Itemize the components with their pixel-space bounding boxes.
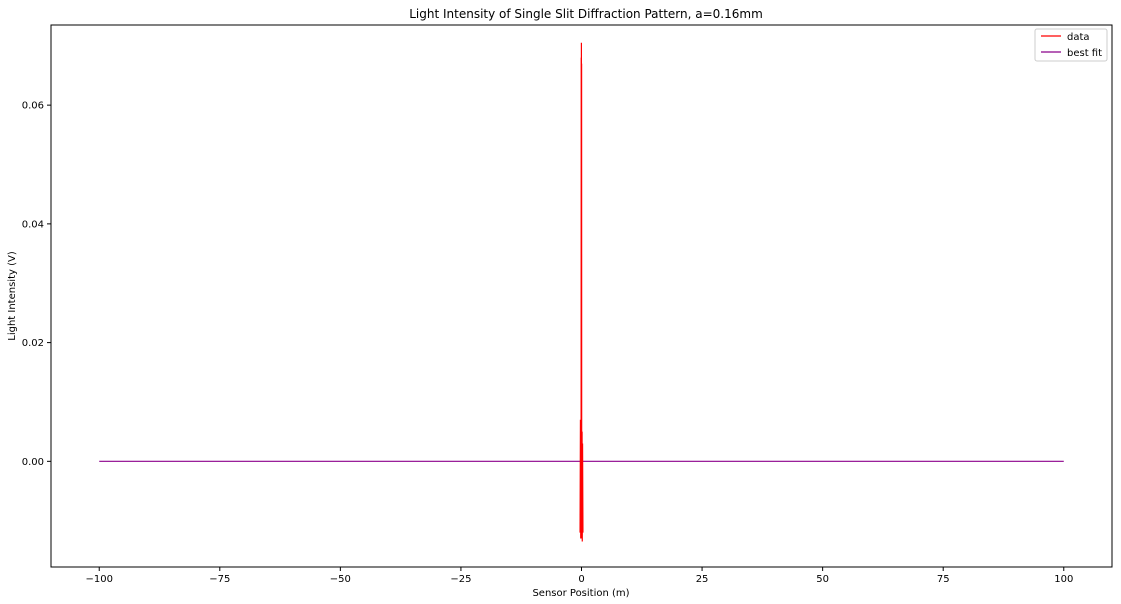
x-tick-label: −50: [330, 574, 351, 585]
y-tick-label: 0.04: [22, 219, 44, 230]
legend-label-data: data: [1067, 32, 1090, 43]
x-tick-label: 25: [696, 574, 709, 585]
y-axis-label: Light Intensity (V): [7, 251, 18, 341]
x-tick-label: 75: [937, 574, 950, 585]
x-tick-label: 50: [816, 574, 829, 585]
x-tick-label: 100: [1054, 574, 1073, 585]
x-axis-label: Sensor Position (m): [532, 588, 629, 599]
series-layer: [99, 42, 1064, 542]
x-tick-label: −75: [209, 574, 230, 585]
legend-box: [1034, 28, 1108, 62]
y-tick-label: 0.06: [22, 101, 44, 112]
chart-title: Light Intensity of Single Slit Diffracti…: [409, 7, 763, 21]
y-axis: 0.00 0.02 0.04 0.06: [22, 101, 51, 468]
y-tick-label: 0.02: [22, 338, 44, 349]
x-tick-label: 0: [578, 574, 584, 585]
series-line-data: [579, 42, 584, 542]
x-tick-label: −100: [85, 574, 112, 585]
legend-label-best-fit: best fit: [1067, 48, 1102, 59]
x-tick-label: −25: [450, 574, 471, 585]
y-tick-label: 0.00: [22, 457, 44, 468]
legend: data best fit: [1034, 28, 1108, 62]
x-axis: −100 −75 −50 −25 0 25 50 75 100: [85, 567, 1073, 585]
